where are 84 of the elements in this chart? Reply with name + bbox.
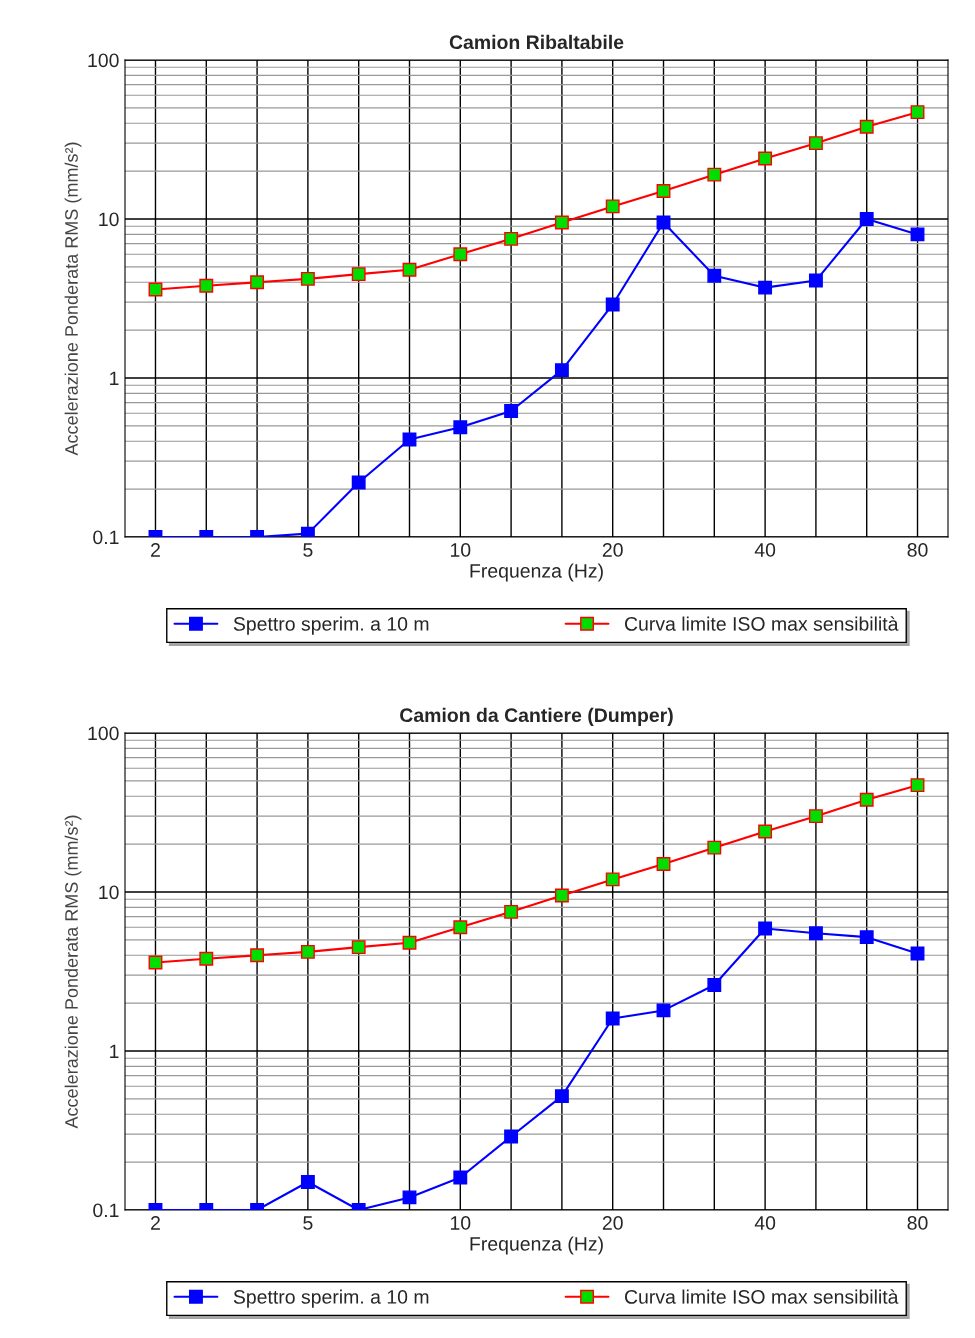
point [300, 271, 315, 286]
point [453, 247, 468, 262]
point [504, 231, 519, 246]
point [707, 167, 722, 182]
x-axis-title: Frequenza (Hz) [470, 563, 603, 582]
point [910, 227, 925, 242]
point [554, 215, 569, 230]
y-tick-label: 10 [99, 212, 119, 227]
point [554, 1089, 569, 1104]
x-tick-label: 5 [303, 543, 313, 557]
point [402, 935, 417, 950]
point [605, 199, 620, 214]
x-tick-label: 5 [303, 1216, 313, 1230]
point [453, 1170, 468, 1185]
legend-label: Curva limite ISO max sensibilità [624, 616, 899, 631]
point [250, 275, 265, 290]
point [351, 267, 366, 282]
y-axis-title: Accelerazione Ponderata RMS (mm/s²) [64, 815, 82, 1129]
y-tick-label: 100 [88, 726, 119, 741]
point [758, 151, 773, 166]
y-tick-label: 0.1 [93, 1203, 119, 1218]
x-tick-label: 10 [450, 543, 471, 557]
x-tick-label: 2 [151, 1216, 160, 1230]
point [758, 921, 773, 936]
point [758, 280, 773, 295]
point [859, 119, 874, 134]
legend-label: Spettro sperim. a 10 m [233, 1289, 429, 1308]
point [504, 904, 519, 919]
x-tick-label: 10 [450, 1216, 471, 1230]
point [554, 888, 569, 903]
point [504, 1129, 519, 1144]
y-tick-label: 100 [88, 53, 119, 68]
y-tick-label: 1 [110, 1044, 119, 1059]
point [707, 840, 722, 855]
x-tick-label: 40 [754, 543, 776, 557]
y-axis-title: Accelerazione Ponderata RMS (mm/s²) [64, 142, 82, 456]
point [859, 212, 874, 226]
point [453, 420, 468, 435]
point [250, 948, 265, 963]
x-axis-title: Frequenza (Hz) [470, 1236, 603, 1255]
x-tick-label: 80 [907, 1216, 928, 1230]
point [300, 526, 315, 537]
point [808, 809, 823, 824]
x-tick-label: 20 [602, 1216, 623, 1230]
point [402, 262, 417, 277]
point [504, 404, 519, 418]
x-tick-label: 2 [151, 543, 160, 557]
point [351, 940, 366, 955]
point [758, 824, 773, 839]
point [859, 792, 874, 807]
y-tick-label: 10 [99, 885, 119, 900]
point [605, 1011, 620, 1026]
legend-label: Curva limite ISO max sensibilità [624, 1289, 899, 1304]
point [808, 273, 823, 288]
point [402, 1190, 417, 1205]
point [707, 978, 722, 992]
point [808, 926, 823, 941]
legend-label: Spettro sperim. a 10 m [233, 616, 429, 635]
point [859, 930, 874, 945]
x-tick-label: 20 [602, 543, 623, 557]
point [707, 268, 722, 283]
point [910, 778, 925, 793]
point [605, 297, 620, 312]
chart-title: Camion Ribaltabile [449, 34, 624, 50]
point [605, 872, 620, 887]
point [199, 951, 214, 966]
point [300, 944, 315, 959]
y-tick-label: 0.1 [93, 530, 119, 545]
point [656, 1003, 671, 1018]
point [554, 363, 569, 378]
x-tick-label: 80 [907, 543, 928, 557]
point [402, 432, 417, 447]
x-tick-label: 40 [754, 1216, 776, 1230]
point [656, 184, 671, 198]
point [453, 920, 468, 935]
chart-title: Camion da Cantiere (Dumper) [400, 707, 673, 726]
y-tick-label: 1 [110, 371, 119, 386]
point [656, 857, 671, 871]
point [910, 105, 925, 120]
point [910, 946, 925, 961]
point [199, 278, 214, 293]
point [351, 475, 366, 490]
point [300, 1175, 315, 1189]
point [808, 136, 823, 151]
